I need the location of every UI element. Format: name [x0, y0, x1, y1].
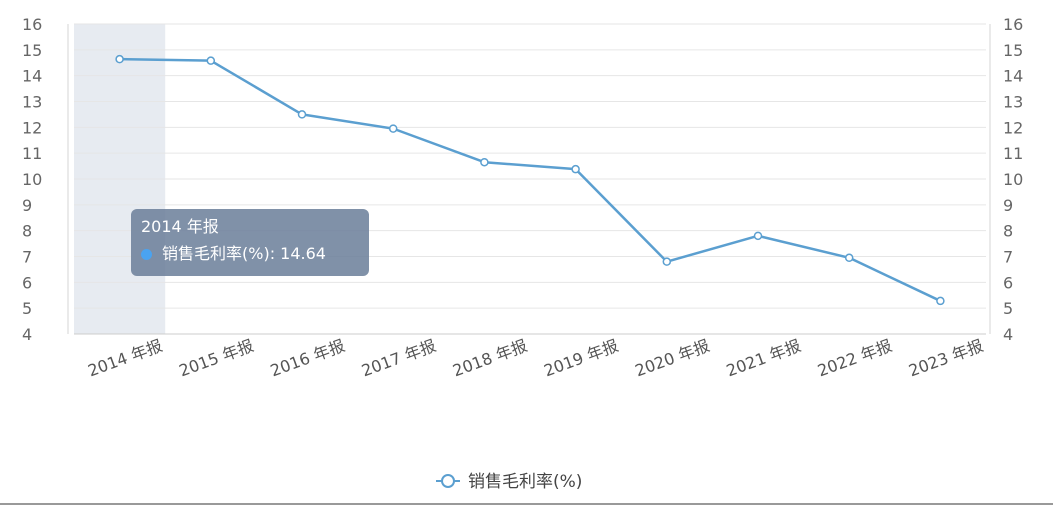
x-tick-label: 2019 年报: [541, 336, 621, 380]
data-point[interactable]: [297, 110, 307, 119]
tooltip: 2014 年报 销售毛利率(%): 14.64: [131, 209, 369, 276]
y-tick-right: 8: [1003, 222, 1013, 241]
y-tick-right: 4: [1003, 325, 1013, 344]
x-tick-label: 2021 年报: [724, 336, 804, 380]
bottom-divider: [0, 503, 1053, 505]
data-point[interactable]: [480, 157, 489, 167]
x-tick-label: 2023 年报: [906, 336, 986, 380]
y-tick-left: 13: [22, 93, 42, 112]
legend-marker-icon: [441, 474, 455, 488]
x-tick-label: 2015 年报: [177, 336, 257, 380]
data-point[interactable]: [388, 124, 398, 133]
y-tick-left: 6: [22, 273, 32, 292]
y-tick-right: 15: [1003, 41, 1023, 60]
x-tick-label: 2014 年报: [85, 336, 165, 380]
y-tick-left: 10: [22, 170, 42, 189]
y-tick-right: 14: [1003, 67, 1023, 86]
data-point[interactable]: [206, 56, 216, 65]
data-point[interactable]: [936, 296, 945, 306]
y-tick-left: 12: [22, 118, 42, 137]
y-tick-right: 5: [1003, 299, 1013, 318]
y-tick-right: 7: [1003, 248, 1013, 267]
data-point[interactable]: [753, 231, 763, 241]
legend-label[interactable]: 销售毛利率(%): [468, 472, 582, 492]
x-tick-label: 2020 年报: [633, 336, 713, 380]
y-tick-left: 7: [22, 248, 32, 267]
x-tick-label: 2016 年报: [268, 336, 348, 380]
y-tick-right: 10: [1003, 170, 1023, 189]
y-tick-left: 9: [22, 196, 32, 215]
x-tick-label: 2017 年报: [359, 336, 439, 380]
tooltip-series-value: 销售毛利率(%): 14.64: [162, 244, 326, 263]
tooltip-series-dot-icon: [141, 248, 152, 260]
y-tick-right: 6: [1003, 273, 1013, 292]
y-tick-left: 11: [22, 144, 42, 163]
y-tick-right: 9: [1003, 196, 1013, 215]
y-tick-right: 11: [1003, 144, 1023, 163]
y-tick-right: 16: [1003, 15, 1023, 34]
data-point[interactable]: [115, 54, 124, 64]
tooltip-title: 2014 年报: [141, 217, 219, 236]
y-tick-left: 8: [22, 222, 32, 241]
y-tick-left: 14: [22, 67, 42, 86]
data-point[interactable]: [571, 164, 580, 174]
tooltip-row: 销售毛利率(%): 14.64: [141, 243, 359, 265]
x-tick-label: 2018 年报: [450, 336, 530, 380]
y-tick-left: 4: [22, 325, 32, 344]
x-tick-label: 2022 年报: [815, 336, 895, 380]
y-tick-left: 15: [22, 41, 42, 60]
y-tick-left: 5: [22, 299, 32, 318]
y-tick-right: 13: [1003, 93, 1023, 112]
data-point[interactable]: [662, 257, 672, 266]
data-point[interactable]: [844, 253, 854, 263]
y-tick-right: 12: [1003, 118, 1023, 137]
series-line: [119, 57, 941, 303]
y-tick-left: 16: [22, 15, 42, 34]
